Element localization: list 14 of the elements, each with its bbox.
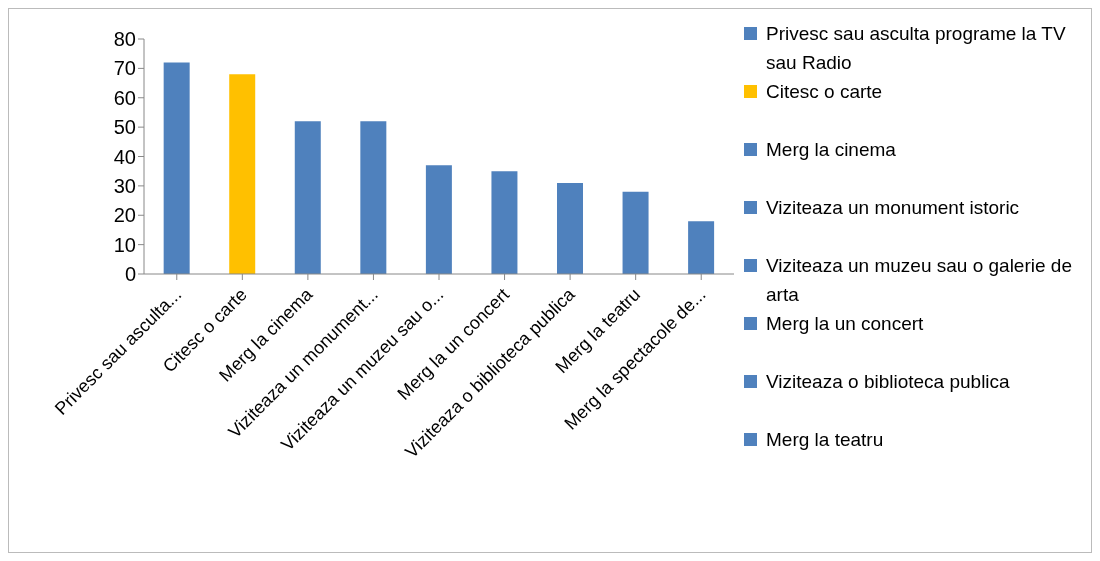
legend-label: Viziteaza un monument istoric	[766, 196, 1020, 220]
y-tick-label: 50	[113, 116, 136, 139]
y-tick-label: 80	[113, 28, 136, 51]
legend-label: Privesc sau asculta programe la TV sau Radio	[766, 22, 1067, 75]
legend-label: Viziteaza un muzeu sau o galerie de arta	[766, 254, 1073, 307]
y-tick-label: 20	[113, 204, 136, 227]
y-tick-label: 60	[113, 86, 136, 109]
legend-label: Merg la cinema	[766, 138, 896, 162]
y-tick-label: 40	[113, 145, 136, 168]
y-tick-label: 0	[124, 263, 136, 286]
y-tick-label: 70	[113, 57, 136, 80]
legend-label: Citesc o carte	[766, 80, 883, 104]
y-tick-label: 30	[113, 174, 136, 197]
y-tick-label: 10	[113, 233, 136, 256]
